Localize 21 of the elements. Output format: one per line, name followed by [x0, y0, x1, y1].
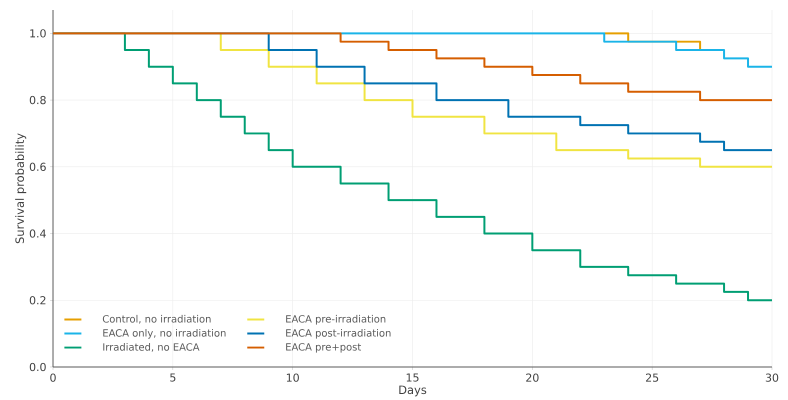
x-tick-label: 0 [50, 374, 56, 382]
legend-label: EACA pre-irradiation [286, 315, 386, 325]
y-tick-label: 0.6 [30, 162, 46, 172]
legend-label: Irradiated, no EACA [103, 343, 200, 352]
y-tick-label: 0.8 [30, 96, 46, 104]
legend-label: EACA post-irradiation [286, 329, 391, 339]
legend-label: EACA only, no irradiation [103, 329, 226, 339]
x-axis-title: Days [399, 386, 426, 397]
y-tick-label: 0.0 [30, 363, 46, 372]
x-tick-label: 10 [286, 374, 299, 382]
x-tick-label: 20 [526, 374, 539, 382]
x-tick-label: 25 [646, 374, 658, 382]
y-tick-label: 0.4 [30, 230, 46, 238]
y-tick-label: 0.2 [30, 296, 46, 305]
legend-label: Control, no irradiation [102, 315, 211, 324]
x-tick-label: 15 [406, 374, 419, 382]
legend-label: EACA pre+post [286, 343, 362, 353]
x-tick-label: 5 [170, 374, 176, 382]
y-tick-label: 1.0 [30, 29, 46, 38]
y-axis-title: Survival probability [15, 133, 26, 244]
x-tick-label: 30 [766, 374, 778, 382]
